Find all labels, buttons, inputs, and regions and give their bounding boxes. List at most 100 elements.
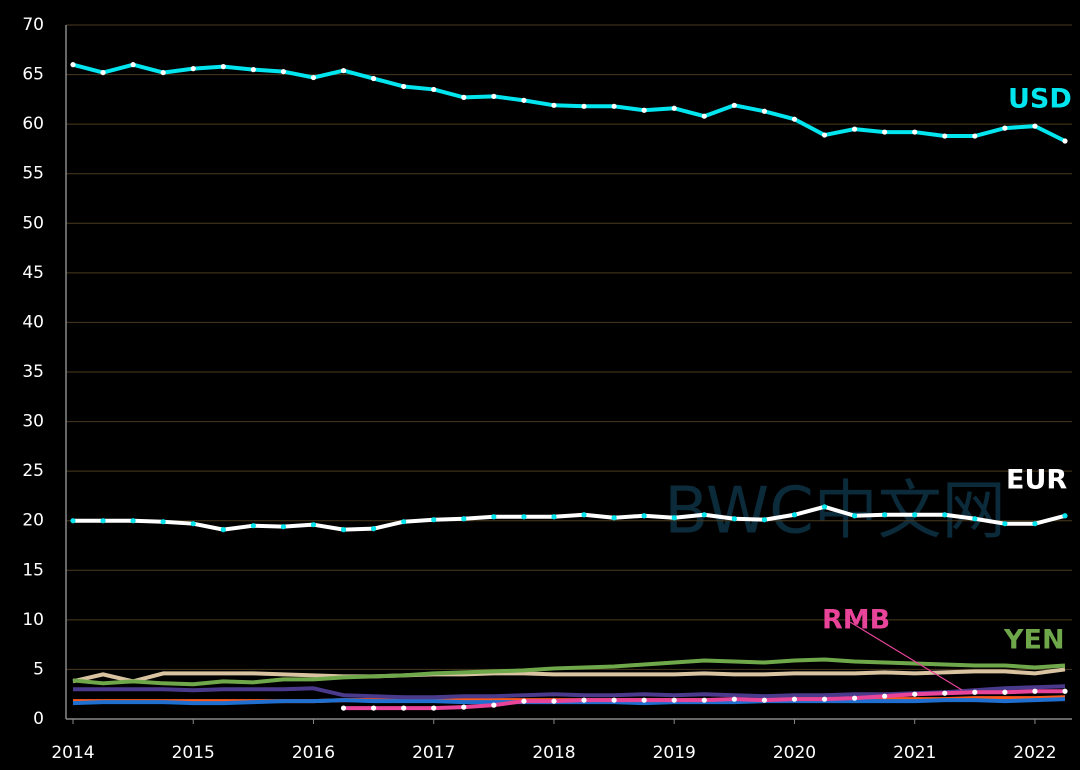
point (461, 704, 467, 710)
point (851, 513, 858, 519)
y-tick-label: 70 (22, 15, 44, 35)
plot-area: 0 5 10 15 20 25 30 35 40 45 50 55 60 65 70 2014 2015 2016… (22, 15, 1072, 763)
point (791, 512, 798, 518)
series-label: RMB (822, 605, 890, 636)
y-tick-label: 10 (22, 610, 44, 630)
point (521, 97, 527, 103)
x-tick-label: 2014 (51, 743, 94, 763)
point (250, 67, 256, 73)
point (791, 696, 798, 702)
series-line (72, 657, 1066, 687)
point (401, 519, 407, 525)
point (371, 75, 377, 82)
point (491, 702, 497, 708)
leader-line (849, 621, 963, 691)
point (130, 62, 136, 68)
y-tick-label: 25 (22, 461, 44, 481)
series-line (72, 667, 1066, 684)
point (431, 705, 437, 711)
point (851, 695, 858, 701)
point (671, 105, 677, 111)
point (1032, 123, 1038, 129)
point (731, 102, 737, 108)
point (641, 513, 647, 519)
series-label: YEN (1003, 625, 1065, 656)
y-tick-label: 20 (22, 511, 44, 531)
point (371, 705, 377, 711)
point (761, 517, 767, 523)
point (1062, 513, 1068, 519)
point (310, 522, 317, 528)
point (912, 129, 918, 135)
x-tick-label: 2020 (773, 743, 816, 763)
y-tick-label: 65 (22, 65, 44, 85)
point (371, 526, 377, 532)
point (882, 512, 888, 518)
point (912, 512, 918, 518)
point (821, 504, 828, 510)
point (340, 527, 347, 533)
point (220, 64, 226, 70)
y-tick-label: 40 (22, 312, 44, 332)
point (821, 696, 828, 702)
y-tick-label: 15 (22, 560, 44, 580)
point (942, 512, 948, 518)
point (581, 512, 587, 518)
point (521, 514, 527, 520)
point (1062, 688, 1068, 694)
point (160, 519, 166, 525)
point (701, 113, 707, 119)
point (1062, 138, 1068, 144)
point (611, 515, 617, 521)
y-tick-label: 0 (33, 709, 44, 729)
point (761, 108, 767, 114)
point (491, 514, 497, 520)
point (641, 697, 647, 703)
x-tick-label: 2021 (893, 743, 936, 763)
y-tick-label: 5 (33, 659, 44, 679)
series-line (72, 62, 1066, 143)
point (340, 68, 347, 74)
point (701, 512, 707, 518)
point (641, 107, 647, 113)
point (671, 697, 677, 703)
point (521, 698, 527, 704)
x-tick-label: 2017 (412, 743, 455, 763)
point (401, 83, 407, 90)
point (100, 518, 106, 524)
point (280, 68, 287, 75)
point (912, 691, 918, 697)
y-tick-label: 60 (22, 114, 44, 134)
point (431, 517, 437, 523)
point (942, 133, 948, 139)
point (1032, 521, 1038, 527)
y-tick-label: 50 (22, 213, 44, 233)
point (130, 518, 136, 524)
point (220, 527, 226, 533)
point (581, 697, 587, 703)
x-tick-label: 2016 (292, 743, 335, 763)
point (340, 705, 347, 711)
point (972, 133, 978, 139)
point (401, 705, 407, 711)
point (851, 126, 858, 132)
point (701, 697, 707, 703)
x-tick-label: 2022 (1013, 743, 1056, 763)
point (100, 69, 106, 76)
point (250, 523, 256, 529)
point (310, 74, 317, 81)
point (70, 518, 76, 524)
x-tick-label: 2015 (172, 743, 215, 763)
point (431, 86, 437, 93)
point (581, 103, 587, 109)
point (551, 698, 557, 704)
point (190, 521, 196, 527)
point (942, 690, 948, 696)
x-tick-label: 2019 (653, 743, 696, 763)
y-tick-label: 30 (22, 412, 44, 432)
point (160, 69, 166, 76)
point (1002, 521, 1008, 527)
point (671, 515, 677, 521)
point (791, 116, 798, 122)
